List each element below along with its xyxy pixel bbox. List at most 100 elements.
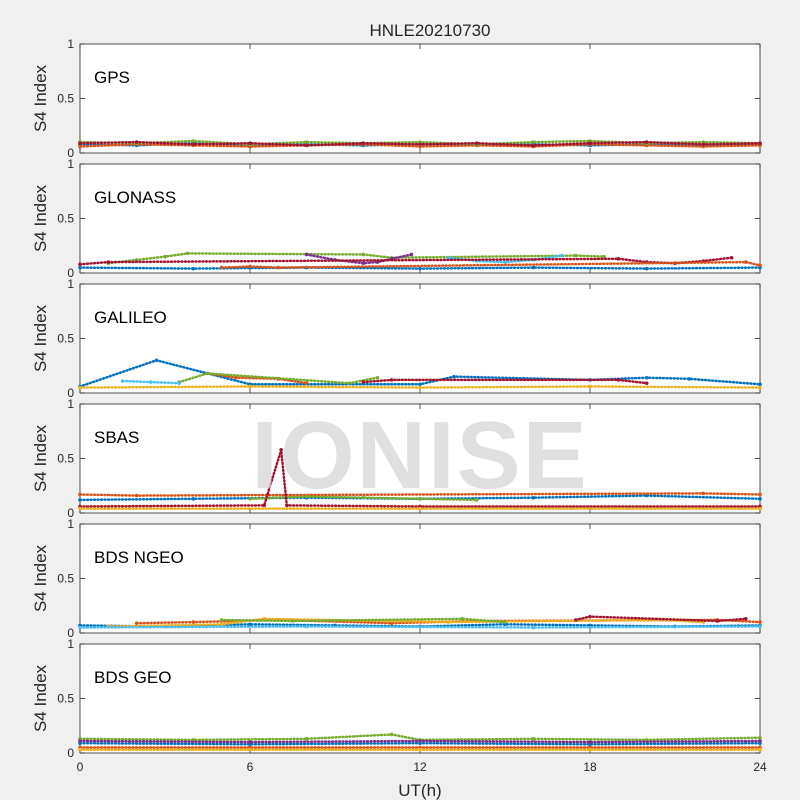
y-tick-label: 0.5 (57, 692, 74, 706)
x-axis-label: UT(h) (398, 781, 441, 800)
data-point (418, 747, 422, 752)
x-tick-label: 6 (247, 760, 254, 774)
data-point (191, 142, 196, 147)
data-point (744, 260, 748, 264)
data-point (304, 737, 309, 741)
data-point (163, 254, 167, 259)
y-tick-label: 0 (67, 746, 74, 760)
data-point (588, 614, 592, 619)
data-point (106, 260, 111, 264)
series-trace (107, 252, 606, 265)
data-point (304, 252, 309, 257)
panel-1: 0 0.5 1 S4 Index GLONASS (31, 157, 762, 280)
data-point (559, 253, 564, 258)
data-point (191, 620, 196, 624)
data-point (503, 620, 507, 624)
data-point (758, 739, 762, 743)
panel-3: 0 0.5 1 S4 Index SBAS (31, 397, 762, 520)
y-tick-label: 0.5 (57, 92, 74, 106)
x-tick-label: 0 (77, 760, 84, 774)
data-point (588, 384, 592, 389)
data-point (248, 264, 252, 269)
data-point (418, 266, 422, 271)
y-tick-label: 1 (67, 157, 74, 171)
data-point (460, 617, 465, 621)
data-point (205, 371, 210, 376)
data-point (78, 625, 82, 630)
data-point (409, 252, 414, 257)
data-point (78, 262, 82, 267)
data-point (304, 624, 309, 629)
data-point (616, 257, 621, 261)
data-point (134, 621, 139, 625)
plot-area (79, 283, 761, 394)
data-point (248, 141, 252, 145)
y-axis-label: S4 Index (31, 184, 50, 252)
panel-label: GLONASS (94, 188, 176, 207)
data-point (446, 620, 451, 624)
y-tick-label: 0.5 (57, 212, 74, 226)
y-tick-label: 1 (67, 37, 74, 51)
panel-label: BDS NGEO (94, 548, 184, 567)
data-point (446, 255, 451, 260)
data-point (758, 735, 762, 740)
data-point (474, 141, 479, 145)
y-axis-label: S4 Index (31, 424, 50, 492)
data-point (758, 747, 762, 752)
data-point (503, 260, 507, 264)
x-tick-label: 12 (413, 760, 427, 774)
data-point (531, 737, 536, 741)
data-point (701, 142, 706, 147)
y-tick-label: 0 (67, 626, 74, 640)
x-tick-label: 24 (753, 760, 767, 774)
data-point (588, 740, 592, 744)
data-point (418, 142, 422, 147)
data-point (361, 495, 366, 500)
data-point (744, 617, 748, 621)
data-point (701, 491, 706, 496)
series-trace (206, 372, 308, 385)
panel-0: 0 0.5 1 S4 Index GPS (31, 37, 762, 160)
data-point (191, 497, 196, 501)
panel-label: SBAS (94, 428, 139, 447)
data-point (531, 140, 536, 144)
y-tick-label: 0.5 (57, 332, 74, 346)
data-point (279, 447, 283, 452)
data-point (574, 618, 578, 622)
data-point (531, 495, 536, 500)
data-point (758, 385, 762, 390)
data-point (687, 377, 691, 381)
y-tick-label: 0 (67, 266, 74, 280)
data-point (120, 379, 125, 383)
series-trace (78, 733, 762, 742)
data-point (191, 266, 196, 271)
watermark-text: IONISE (251, 402, 588, 509)
series-trace (78, 492, 762, 497)
data-point (234, 375, 238, 380)
y-axis-label: S4 Index (31, 304, 50, 372)
y-tick-label: 1 (67, 637, 74, 651)
y-axis-label: S4 Index (31, 664, 50, 732)
data-point (375, 375, 380, 380)
data-point (78, 498, 82, 502)
series-trace (362, 378, 648, 385)
data-point (361, 261, 366, 265)
panel-5: 0 0.5 1 0 6 12 18 24 S4 Index BDS GEO (31, 637, 767, 774)
data-point (347, 381, 351, 385)
data-point (418, 506, 422, 511)
plot-area (79, 43, 761, 154)
y-tick-label: 0 (67, 386, 74, 400)
y-tick-label: 1 (67, 517, 74, 531)
data-point (452, 374, 456, 379)
series-trace (78, 625, 762, 629)
data-point (134, 140, 139, 144)
data-point (134, 493, 139, 498)
data-point (531, 265, 536, 270)
panels-group: 0 0.5 1 S4 Index GPS 0 0.5 1 S4 Index GLONASS 0 0.5… (31, 37, 767, 774)
data-point (715, 619, 720, 623)
data-point (78, 747, 82, 752)
data-point (177, 381, 181, 385)
data-point (418, 739, 422, 743)
data-point (361, 252, 366, 257)
